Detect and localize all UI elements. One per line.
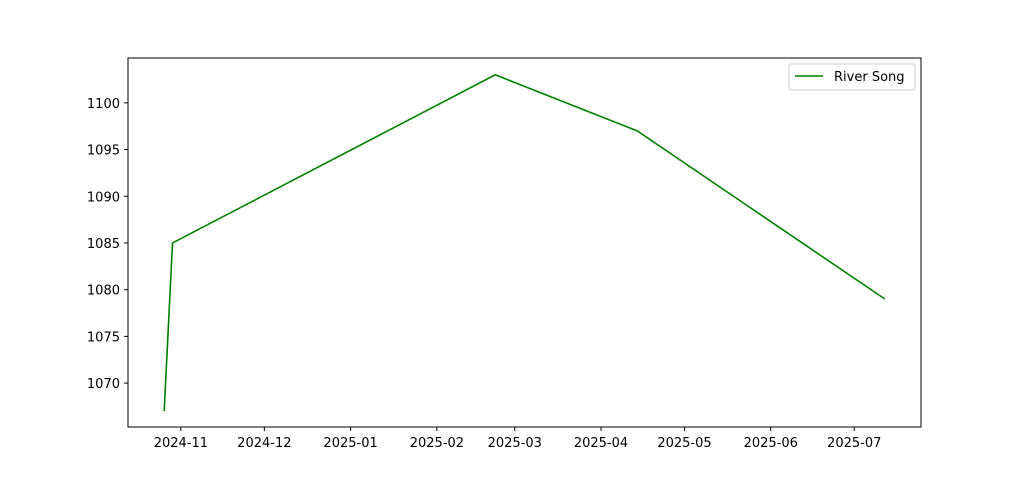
x-tick-label: 2025-03 [488,436,542,451]
x-tick-label: 2025-04 [574,436,628,451]
y-tick-label: 1100 [87,97,120,112]
legend-box [788,63,916,91]
x-tick-label: 2025-02 [410,436,464,451]
legend-label: River Song [834,70,905,85]
y-tick-label: 1095 [87,144,120,159]
x-tick-label: 2024-12 [237,436,291,451]
y-tick-label: 1075 [87,330,120,345]
x-tick-label: 2024-11 [154,436,208,451]
series-line [163,73,886,412]
x-tick-label: 2025-07 [827,436,881,451]
x-tick-label: 2025-05 [657,436,711,451]
legend: River Song [788,63,916,91]
y-tick-label: 1085 [87,237,120,252]
plot-area [127,57,922,428]
y-tick-label: 1090 [87,190,120,205]
x-tick-label: 2025-06 [744,436,798,451]
y-tick-label: 1070 [87,377,120,392]
y-tick-label: 1080 [87,284,120,299]
x-tick-label: 2025-01 [323,436,377,451]
